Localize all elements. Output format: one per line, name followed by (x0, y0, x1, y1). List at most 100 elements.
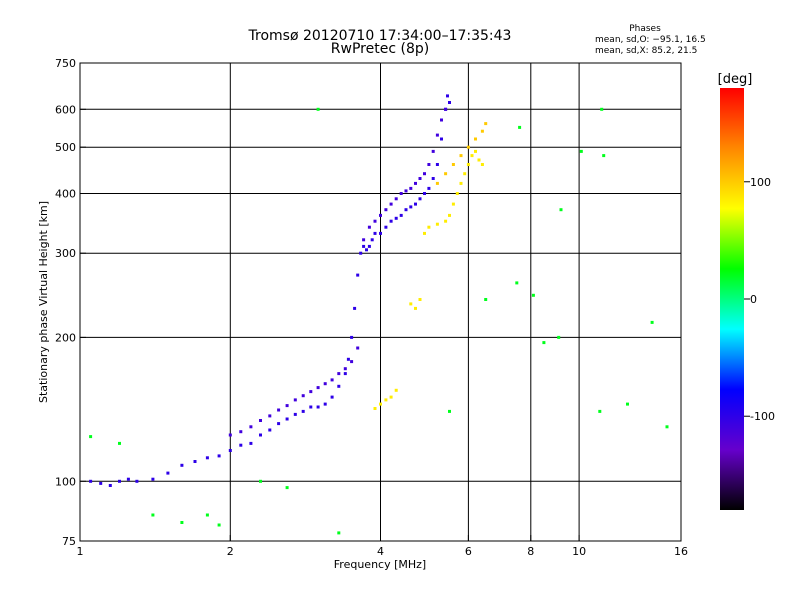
data-point (394, 388, 398, 392)
data-point (359, 251, 363, 255)
data-point (446, 94, 449, 98)
y-tick-label: 75 (62, 535, 76, 548)
data-point (427, 225, 431, 229)
data-point (409, 205, 413, 209)
data-point (309, 405, 313, 409)
data-point (301, 394, 305, 398)
data-point (99, 481, 103, 485)
data-point (362, 244, 366, 248)
data-point (435, 133, 439, 137)
data-point (356, 346, 360, 350)
data-point (268, 428, 272, 432)
data-point (356, 273, 360, 277)
data-point (323, 402, 327, 406)
data-point (277, 408, 281, 412)
data-point (384, 208, 388, 212)
x-tick-label: 4 (377, 545, 384, 558)
data-point (600, 107, 604, 111)
data-point (414, 202, 417, 206)
data-point (435, 222, 439, 226)
data-point (205, 456, 209, 460)
x-tick-label: 10 (572, 545, 586, 558)
data-point (301, 409, 305, 413)
data-point (367, 225, 371, 229)
data-point (249, 425, 253, 429)
data-point (665, 425, 669, 429)
data-point (180, 521, 184, 524)
data-point (418, 177, 422, 180)
data-point (285, 404, 289, 408)
data-point (293, 398, 297, 402)
data-point (337, 384, 341, 388)
data-point (343, 372, 347, 376)
data-point (557, 335, 561, 339)
x-axis-label: Frequency [MHz] (334, 558, 426, 571)
data-point (337, 372, 341, 376)
y-tick-label: 500 (55, 141, 76, 154)
data-point (414, 181, 417, 185)
data-point (463, 172, 467, 176)
y-tick-label: 750 (55, 57, 76, 70)
data-point (515, 281, 519, 285)
data-point (384, 225, 388, 229)
data-point (389, 202, 393, 206)
data-point (474, 149, 477, 153)
data-point (126, 477, 130, 481)
data-point (259, 419, 262, 422)
data-point (293, 412, 297, 416)
x-tick-label: 16 (674, 545, 688, 558)
data-point (484, 298, 488, 301)
data-point (316, 405, 320, 409)
data-point (427, 163, 431, 166)
data-point (480, 163, 484, 166)
chart-title: Tromsø 20120710 17:34:00–17:35:43 (248, 28, 512, 44)
data-point (409, 302, 413, 306)
data-point (404, 189, 408, 193)
data-point (309, 390, 313, 394)
data-point (350, 335, 354, 339)
y-axis-label: Stationary phase Virtual Height [km] (37, 201, 50, 403)
data-point (389, 395, 393, 399)
phases-line-x: mean, sd,X: 85.2, 21.5 (595, 46, 697, 56)
data-point (518, 125, 522, 129)
data-point (455, 192, 459, 195)
y-tick-label: 200 (55, 331, 76, 344)
colorbar (720, 88, 744, 510)
y-tick-label: 400 (55, 187, 76, 200)
data-point (650, 320, 654, 324)
data-point (459, 181, 463, 185)
data-point (444, 107, 448, 111)
data-point (228, 433, 232, 437)
data-point (448, 213, 451, 217)
data-point (418, 298, 422, 301)
data-point (459, 154, 463, 158)
data-point (418, 197, 422, 201)
colorbar-tick-label: 100 (750, 176, 771, 189)
y-tick-label: 100 (55, 475, 76, 488)
data-point (542, 341, 546, 345)
data-point (353, 306, 357, 310)
data-point (180, 463, 184, 467)
data-point (404, 208, 408, 212)
data-point (217, 454, 221, 458)
data-point (166, 471, 170, 475)
data-point (427, 186, 431, 190)
data-point (474, 137, 477, 141)
data-point (602, 154, 606, 158)
data-point (414, 306, 417, 310)
data-point (151, 477, 155, 481)
colorbar-ticks: 100 0 -100 (744, 176, 775, 423)
data-points (89, 94, 669, 535)
data-point (423, 231, 426, 235)
data-point (480, 129, 484, 133)
data-point (379, 402, 382, 406)
data-point (108, 484, 112, 487)
data-point (399, 192, 403, 195)
data-point (277, 422, 281, 426)
chart-subtitle: RwPretec (8p) (331, 41, 429, 57)
data-point (423, 172, 426, 176)
data-point (259, 433, 262, 437)
data-point (435, 181, 439, 185)
data-point (394, 197, 398, 201)
data-point (431, 149, 435, 153)
